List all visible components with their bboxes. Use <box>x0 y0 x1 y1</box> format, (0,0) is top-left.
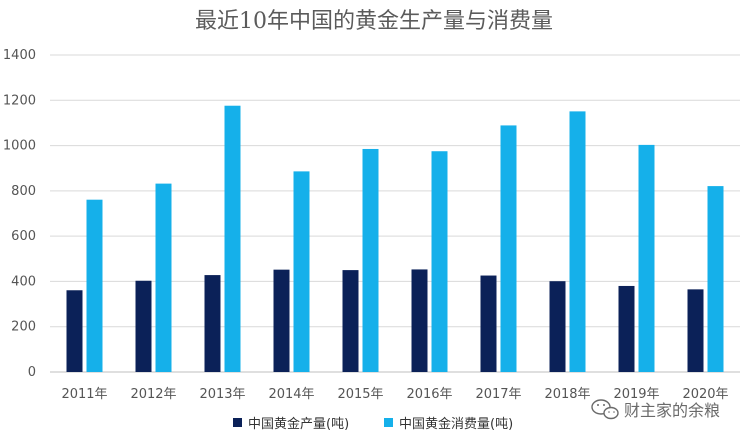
bar-production <box>687 289 704 372</box>
x-tick-label: 2014年 <box>268 387 314 402</box>
x-tick-label: 2011年 <box>61 387 107 402</box>
bar-consumption <box>362 148 379 372</box>
bar-consumption <box>638 144 655 372</box>
legend: 中国黄金产量(吨) 中国黄金消费量(吨) <box>233 416 513 432</box>
bar-consumption <box>431 151 448 372</box>
x-tick-label: 2016年 <box>406 387 452 402</box>
bar-consumption <box>224 105 241 372</box>
x-tick-label: 2015年 <box>337 387 383 402</box>
bar-consumption <box>569 111 586 373</box>
bar-consumption <box>500 125 517 373</box>
bar-series <box>66 105 724 373</box>
x-tick-label: 2017年 <box>475 387 521 402</box>
y-tick-label: 200 <box>11 320 36 335</box>
bar-consumption <box>86 199 103 372</box>
bar-production <box>411 269 428 372</box>
bar-production <box>342 270 359 372</box>
x-tick-label: 2019年 <box>613 387 659 402</box>
x-tick-label: 2020年 <box>682 387 728 402</box>
chart-title: 最近10年中国的黄金生产量与消费量 <box>195 9 553 34</box>
grid-lines <box>50 54 740 373</box>
watermark-text: 财主家的余粮 <box>624 401 720 420</box>
bar-production <box>204 275 221 372</box>
bar-consumption <box>707 186 724 372</box>
bar-production <box>549 281 566 372</box>
legend-label-consumption: 中国黄金消费量(吨) <box>399 416 513 432</box>
bar-production <box>480 275 497 372</box>
y-tick-label: 600 <box>11 229 36 244</box>
y-tick-label: 1200 <box>3 93 36 108</box>
x-tick-label: 2013年 <box>199 387 245 402</box>
bar-production <box>66 290 83 372</box>
y-tick-label: 400 <box>11 274 36 289</box>
y-tick-label: 1400 <box>3 48 36 63</box>
bar-production <box>135 280 152 372</box>
x-tick-label: 2018年 <box>544 387 590 402</box>
y-tick-label: 1000 <box>3 139 36 154</box>
bar-consumption <box>293 171 310 372</box>
wechat-icon <box>591 399 619 420</box>
bar-production <box>273 269 290 372</box>
x-axis: 2011年 2012年 2013年 2014年 2015年 2016年 2017年 2018年… <box>61 387 728 402</box>
bar-consumption <box>155 183 172 372</box>
y-tick-label: 0 <box>28 365 36 380</box>
legend-swatch-production <box>233 418 242 427</box>
x-tick-label: 2012年 <box>130 387 176 402</box>
legend-label-production: 中国黄金产量(吨) <box>248 416 349 432</box>
watermark: 财主家的余粮 <box>591 399 720 420</box>
bar-production <box>618 285 635 372</box>
legend-swatch-consumption <box>384 418 393 427</box>
y-tick-label: 800 <box>11 184 36 199</box>
y-axis: 0 200 400 600 800 1000 1200 1400 <box>3 48 36 380</box>
